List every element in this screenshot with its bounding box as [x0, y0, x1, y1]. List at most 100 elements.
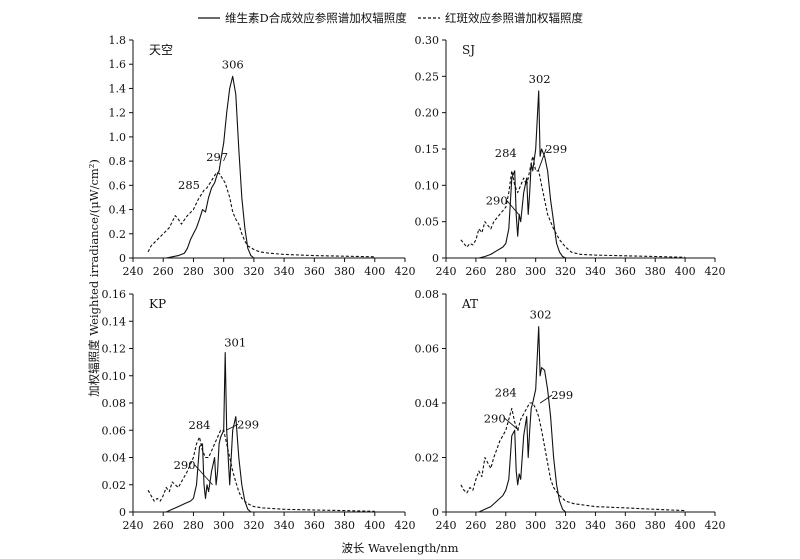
series-line-erythema [147, 172, 375, 258]
panel-tiankong: 0 0.2 0.4 0.6 0.8 1.0 1.2 1.4 1.6 1.8 240 260 280 300… [109, 34, 416, 278]
y-tick-label: 0 [432, 252, 439, 265]
y-tick-label: 0.08 [102, 397, 127, 410]
series-line-vitamin-d [165, 352, 252, 513]
x-tick-label: 360 [304, 519, 325, 532]
y-tick-label: 0.04 [415, 397, 440, 410]
legend: 维生素D合成效应参照谱加权辐照度 红斑效应参照谱加权辐照度 [198, 11, 583, 25]
peak-annotation: 302 [529, 72, 551, 86]
annotation-leader-line [225, 423, 239, 431]
peak-annotation: 290 [486, 193, 508, 207]
x-tick-label: 340 [274, 519, 295, 532]
y-tick-label: 0.12 [102, 343, 127, 356]
x-tick-label: 400 [675, 519, 696, 532]
x-tick-label: 340 [585, 265, 606, 278]
series-line-vitamin-d [478, 326, 566, 513]
x-tick-label: 260 [153, 519, 174, 532]
x-tick-label: 260 [465, 265, 486, 278]
x-tick-label: 320 [243, 519, 264, 532]
y-tick-label: 0.25 [415, 70, 440, 83]
peak-annotation: 290 [174, 458, 196, 472]
y-tick-label: 0 [119, 252, 126, 265]
x-tick-label: 280 [183, 265, 204, 278]
x-tick-label: 420 [705, 519, 726, 532]
x-tick-label: 260 [153, 265, 174, 278]
x-tick-label: 280 [495, 519, 516, 532]
x-tick-label: 360 [615, 265, 636, 278]
x-tick-label: 280 [495, 265, 516, 278]
x-tick-label: 380 [645, 519, 666, 532]
y-tick-label: 0 [432, 506, 439, 519]
x-tick-label: 320 [555, 265, 576, 278]
peak-annotation: 284 [189, 418, 211, 432]
y-tick-label: 1.4 [109, 82, 127, 95]
x-tick-label: 360 [304, 265, 325, 278]
y-tick-label: 0.16 [102, 288, 127, 301]
panel-sj: 0 0.05 0.10 0.15 0.20 0.25 0.30 240 260 280 300 320… [415, 34, 726, 278]
x-tick-label: 340 [274, 265, 295, 278]
series-line-erythema [460, 155, 686, 258]
x-tick-label: 320 [243, 265, 264, 278]
shared-x-axis-label: 波长 Wavelength/nm [341, 541, 458, 555]
annotation-leader-line [539, 394, 553, 404]
y-tick-label: 0.20 [415, 107, 440, 120]
peak-annotation: 285 [178, 178, 200, 192]
y-tick-label: 0.04 [102, 452, 127, 465]
y-tick-label: 0.15 [415, 143, 440, 156]
peak-annotation: 299 [551, 388, 573, 402]
y-tick-label: 0.2 [109, 228, 127, 241]
x-tick-label: 240 [436, 519, 457, 532]
x-tick-label: 400 [364, 265, 385, 278]
peak-annotation: 301 [224, 336, 246, 350]
x-tick-label: 260 [465, 519, 486, 532]
y-tick-label: 0.05 [415, 216, 440, 229]
peak-annotation: 290 [484, 411, 506, 425]
x-tick-label: 420 [395, 519, 416, 532]
x-tick-label: 300 [213, 265, 234, 278]
peak-annotation: 284 [495, 385, 517, 399]
y-tick-label: 0.02 [102, 479, 127, 492]
peak-annotation: 302 [530, 308, 552, 322]
y-tick-label: 0.10 [415, 179, 440, 192]
annotation-leader-line [194, 464, 213, 486]
panel-at: 0 0.02 0.04 0.06 0.08 240 260 280 300 320 340 360 38… [415, 288, 726, 532]
peak-annotation: 297 [206, 150, 228, 164]
x-tick-label: 420 [395, 265, 416, 278]
y-tick-label: 0.02 [415, 452, 440, 465]
peak-annotation: 306 [222, 57, 244, 71]
x-tick-label: 340 [585, 519, 606, 532]
y-tick-label: 1.8 [109, 34, 127, 47]
x-tick-label: 320 [555, 519, 576, 532]
x-tick-label: 400 [364, 519, 385, 532]
y-tick-label: 0.14 [102, 315, 127, 328]
y-tick-label: 1.2 [109, 107, 127, 120]
annotation-leader-line [506, 200, 520, 215]
panel-title: SJ [462, 43, 475, 57]
y-tick-label: 0 [119, 506, 126, 519]
panel-title: 天空 [149, 43, 173, 57]
legend-solid-label: 维生素D合成效应参照谱加权辐照度 [225, 11, 407, 25]
panel-title: AT [461, 297, 478, 311]
series-line-vitamin-d [478, 90, 566, 259]
x-tick-label: 420 [705, 265, 726, 278]
y-tick-label: 1.6 [109, 58, 127, 71]
peak-annotation: 299 [237, 417, 259, 431]
series-line-vitamin-d [166, 75, 255, 259]
y-tick-label: 0.6 [109, 179, 127, 192]
annotation-leader-line [504, 417, 520, 431]
y-tick-label: 0.06 [415, 343, 440, 356]
x-tick-label: 360 [615, 519, 636, 532]
x-tick-label: 300 [525, 265, 546, 278]
y-tick-label: 0.10 [102, 370, 127, 383]
y-tick-label: 0.08 [415, 288, 440, 301]
y-tick-label: 0.06 [102, 424, 127, 437]
panel-title: KP [149, 297, 166, 311]
x-tick-label: 380 [645, 265, 666, 278]
x-tick-label: 380 [334, 265, 355, 278]
x-tick-label: 300 [213, 519, 234, 532]
peak-annotation: 299 [545, 142, 567, 156]
x-tick-label: 240 [436, 265, 457, 278]
y-tick-label: 0.4 [109, 204, 127, 217]
y-tick-label: 0.8 [109, 155, 127, 168]
shared-y-axis-label: 加权辐照度 Weighted irradiance/(μW/cm²) [87, 159, 101, 397]
